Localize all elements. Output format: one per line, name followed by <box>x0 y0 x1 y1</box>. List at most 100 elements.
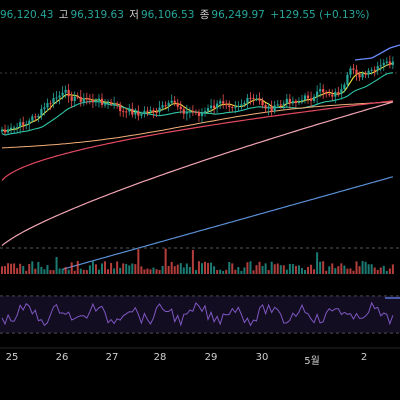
candle-body <box>209 105 213 109</box>
volume-bar <box>349 268 352 274</box>
volume-bar <box>388 268 391 274</box>
candle-body <box>264 105 267 109</box>
volume-bar <box>385 270 388 274</box>
volume-bar <box>361 261 364 274</box>
volume-bar <box>131 263 134 274</box>
candle-body <box>40 108 43 116</box>
ma-mid-line <box>1 72 393 136</box>
candle-body <box>291 101 294 104</box>
volume-bar <box>73 270 76 274</box>
candle-body <box>113 103 116 105</box>
volume-bar <box>228 261 231 274</box>
candle-body <box>361 73 364 78</box>
volume-bar <box>391 264 394 274</box>
candle-body <box>249 97 252 99</box>
candle-body <box>337 91 340 95</box>
candle-body <box>13 127 16 129</box>
volume-bar <box>294 265 297 274</box>
candle-body <box>125 111 128 113</box>
candle-body <box>343 84 346 90</box>
volume-bar <box>282 265 285 274</box>
candle-body <box>100 98 104 105</box>
volume-bar <box>88 265 91 274</box>
volume-bar <box>319 261 322 274</box>
candle-body <box>131 108 134 115</box>
candle-body <box>222 101 225 104</box>
ma-long-line <box>1 100 393 181</box>
volume-bar <box>340 263 343 274</box>
candle-body <box>94 100 98 103</box>
volume-bar <box>85 270 88 274</box>
candle-body <box>170 100 173 103</box>
candle-body <box>273 105 276 112</box>
candle-body <box>106 102 110 105</box>
candle-body <box>49 103 52 105</box>
candle-body <box>37 115 40 118</box>
candle-body <box>282 103 285 106</box>
candle-body <box>200 113 204 116</box>
volume-bar <box>249 261 252 274</box>
volume-bar <box>116 261 119 274</box>
candle-body <box>228 105 231 108</box>
low-value: 96,106.53 <box>140 9 195 21</box>
volume-bar <box>307 266 310 274</box>
volume-bar <box>176 264 179 274</box>
candle-body <box>25 123 28 126</box>
candle-body <box>303 95 307 100</box>
candle-body <box>367 70 370 75</box>
volume-bar <box>243 267 246 274</box>
volume-bar <box>140 266 143 274</box>
volume-bar <box>334 268 337 274</box>
candle-body <box>64 89 67 93</box>
volume-bar <box>119 267 122 274</box>
candle-body <box>197 112 201 116</box>
x-tick-label: 5월 <box>304 356 320 367</box>
candle-body <box>294 101 298 104</box>
candle-body <box>234 107 237 109</box>
candle-body <box>388 61 391 66</box>
candle-body <box>143 110 146 115</box>
rsi-line <box>1 301 394 327</box>
volume-bar <box>100 263 103 274</box>
volume-bar <box>134 264 137 274</box>
x-tick-label: 2 <box>360 352 368 363</box>
volume-bar <box>31 261 34 274</box>
ma-slow-line <box>1 101 394 247</box>
volume-bar <box>213 266 216 274</box>
candle-body <box>188 111 191 113</box>
candle-body <box>116 103 119 105</box>
volume-bar <box>22 266 25 274</box>
candle-body <box>206 108 210 112</box>
volume-bar <box>40 266 43 274</box>
candle-body <box>79 96 82 102</box>
volume-bar <box>1 266 3 274</box>
close-value: 96,249.97 <box>211 9 265 21</box>
volume-bar <box>367 264 370 274</box>
volume-bar <box>300 268 303 274</box>
candle-body <box>176 102 179 107</box>
candle-body <box>225 103 228 106</box>
candle-body <box>43 107 46 109</box>
candle-body <box>219 101 222 104</box>
rsi-panel <box>1 297 400 327</box>
volume-bar <box>270 261 273 274</box>
volume-bar <box>216 270 219 274</box>
candle-body <box>73 96 76 101</box>
volume-bar <box>128 265 131 274</box>
ma-short-trend-line <box>354 44 400 61</box>
volume-bar <box>246 262 249 274</box>
volume-bar <box>200 263 203 274</box>
ma-orange-line <box>1 101 393 149</box>
volume-bar <box>219 269 222 274</box>
volume-bar <box>173 266 176 274</box>
volume-bar <box>276 263 279 274</box>
candle-body <box>76 96 79 98</box>
candle-body <box>19 122 22 128</box>
volume-bar <box>122 263 125 274</box>
volume-bar <box>164 248 167 274</box>
candle-body <box>173 100 176 103</box>
candle-body <box>164 105 167 107</box>
rsi-band <box>0 296 400 333</box>
low-label: 저 <box>129 9 139 21</box>
